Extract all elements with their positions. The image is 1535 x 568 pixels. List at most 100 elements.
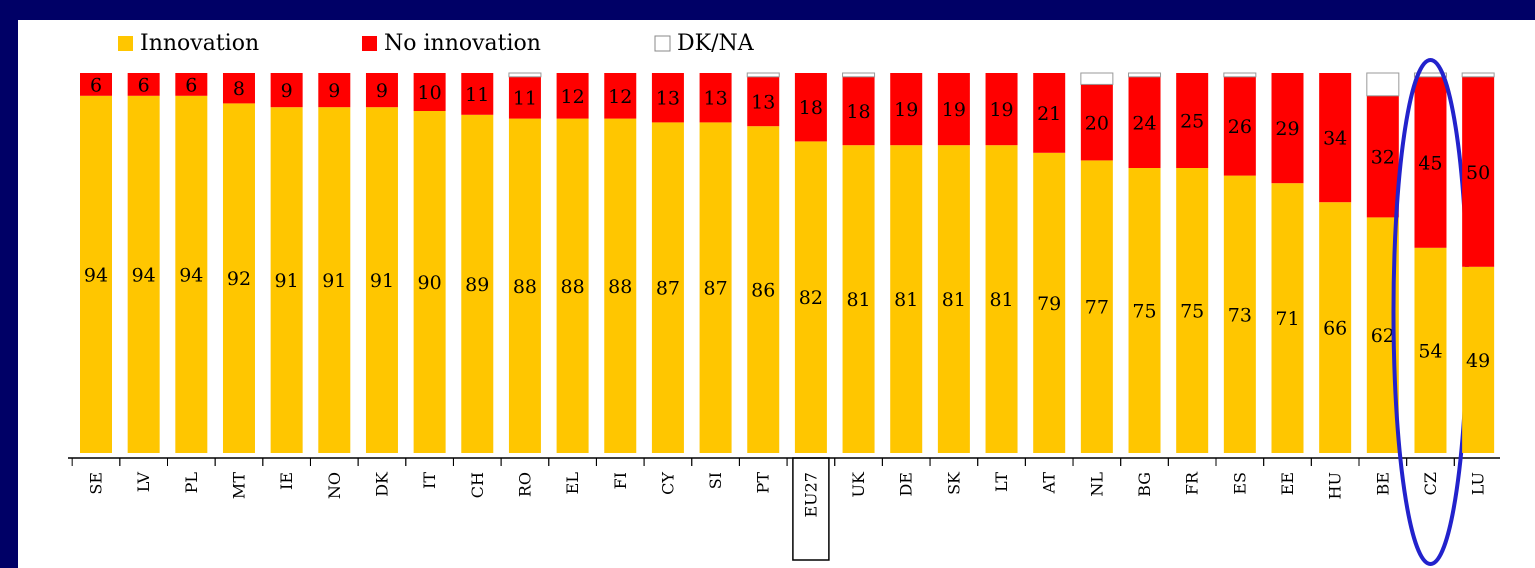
bar-segment: [318, 73, 351, 108]
data-label: 49: [1466, 350, 1490, 372]
bar-segment: [842, 145, 875, 453]
data-label: 73: [1228, 304, 1252, 326]
bar-segment: [604, 118, 637, 453]
x-tick-label: DK: [372, 471, 391, 497]
x-tick-label: PL: [182, 472, 201, 494]
data-label: 90: [418, 272, 442, 294]
data-label: 91: [275, 270, 299, 292]
bar-segment: [651, 73, 684, 123]
data-label: 20: [1085, 112, 1109, 134]
bar-segment: [1033, 73, 1066, 153]
bar-segment: [1461, 72, 1495, 78]
bar-segment: [508, 118, 541, 453]
data-label: 6: [138, 74, 150, 96]
bar-segment: [175, 95, 208, 454]
x-tick-label: NL: [1087, 472, 1106, 497]
x-tick-label: CZ: [1421, 472, 1440, 495]
bar-segment: [1271, 73, 1304, 184]
x-tick-label: EU27: [801, 472, 820, 518]
data-label: 88: [513, 276, 537, 298]
bar-segment: [1223, 72, 1257, 78]
x-tick-label: FR: [1183, 471, 1202, 495]
bar-segment: [699, 73, 732, 123]
data-label: 89: [465, 274, 489, 296]
x-tick-label: IT: [420, 472, 439, 489]
data-label: 81: [942, 289, 966, 311]
bar-segment: [1128, 76, 1161, 168]
data-label: 32: [1371, 147, 1395, 169]
data-label: 88: [561, 276, 585, 298]
data-label: 19: [894, 99, 918, 121]
bar-segment: [1319, 202, 1352, 453]
data-label: 50: [1466, 162, 1490, 184]
bar-segment: [1414, 247, 1447, 453]
bar-segment: [1414, 76, 1447, 248]
bar-segment: [890, 73, 923, 146]
bar-segment: [1271, 183, 1304, 453]
data-label: 12: [608, 86, 632, 108]
data-label: 92: [227, 268, 251, 290]
data-label: 77: [1085, 297, 1109, 319]
bar-segment: [1080, 72, 1114, 85]
x-tick-label: BG: [1135, 472, 1154, 497]
bar-segment: [746, 72, 780, 78]
data-label: 9: [328, 80, 340, 102]
data-label: 75: [1132, 301, 1156, 323]
bar-segment: [985, 73, 1018, 146]
data-label: 81: [846, 289, 870, 311]
legend-label: DK/NA: [677, 31, 755, 56]
x-tick-label: NO: [325, 472, 344, 499]
data-label: 26: [1228, 116, 1252, 138]
data-label: 94: [84, 264, 108, 286]
bar-segment: [1462, 266, 1495, 453]
x-tick-label: DE: [897, 472, 916, 497]
data-label: 94: [179, 264, 203, 286]
data-label: 82: [799, 287, 823, 309]
bar-segment: [1462, 76, 1495, 267]
bar-segment: [127, 73, 160, 96]
bar-segment: [1033, 152, 1066, 454]
bar-segment: [1176, 168, 1209, 453]
data-label: 9: [281, 80, 293, 102]
legend-swatch: [118, 36, 133, 51]
bar-segment: [937, 73, 970, 146]
bar-segment: [699, 122, 732, 454]
bar-segment: [747, 126, 780, 453]
x-tick-label: LV: [134, 472, 153, 493]
bar-segment: [318, 107, 351, 453]
bar-segment: [842, 72, 876, 78]
data-label: 91: [370, 270, 394, 292]
bar-segment: [794, 73, 827, 142]
x-tick-label: BE: [1373, 472, 1392, 495]
data-label: 79: [1037, 293, 1061, 315]
bar-segment: [985, 145, 1018, 453]
bar-segment: [937, 145, 970, 453]
data-label: 18: [799, 97, 823, 119]
data-label: 45: [1418, 152, 1442, 174]
bar-segment: [461, 73, 494, 115]
bar-segment: [1366, 72, 1400, 97]
data-label: 24: [1132, 112, 1156, 134]
bar-segment: [556, 118, 589, 453]
data-label: 34: [1323, 128, 1347, 150]
data-label: 81: [894, 289, 918, 311]
bar-segment: [461, 114, 494, 454]
bar-segment: [222, 103, 255, 454]
bar-segment: [1413, 72, 1447, 78]
bar-segment: [1176, 73, 1209, 168]
data-label: 21: [1037, 103, 1061, 125]
bar-segment: [1319, 73, 1352, 203]
bar-segment: [270, 107, 303, 453]
legend-label: Innovation: [140, 31, 259, 56]
x-tick-label: SI: [706, 472, 725, 489]
bar-segment: [1223, 175, 1256, 453]
category-box: [792, 457, 830, 561]
data-label: 13: [751, 92, 775, 114]
bar-segment: [508, 72, 542, 78]
data-label: 13: [656, 88, 680, 110]
data-label: 71: [1275, 308, 1299, 330]
bar-segment: [1366, 95, 1399, 218]
x-tick-label: EL: [563, 472, 582, 495]
bar-segment: [747, 76, 780, 127]
